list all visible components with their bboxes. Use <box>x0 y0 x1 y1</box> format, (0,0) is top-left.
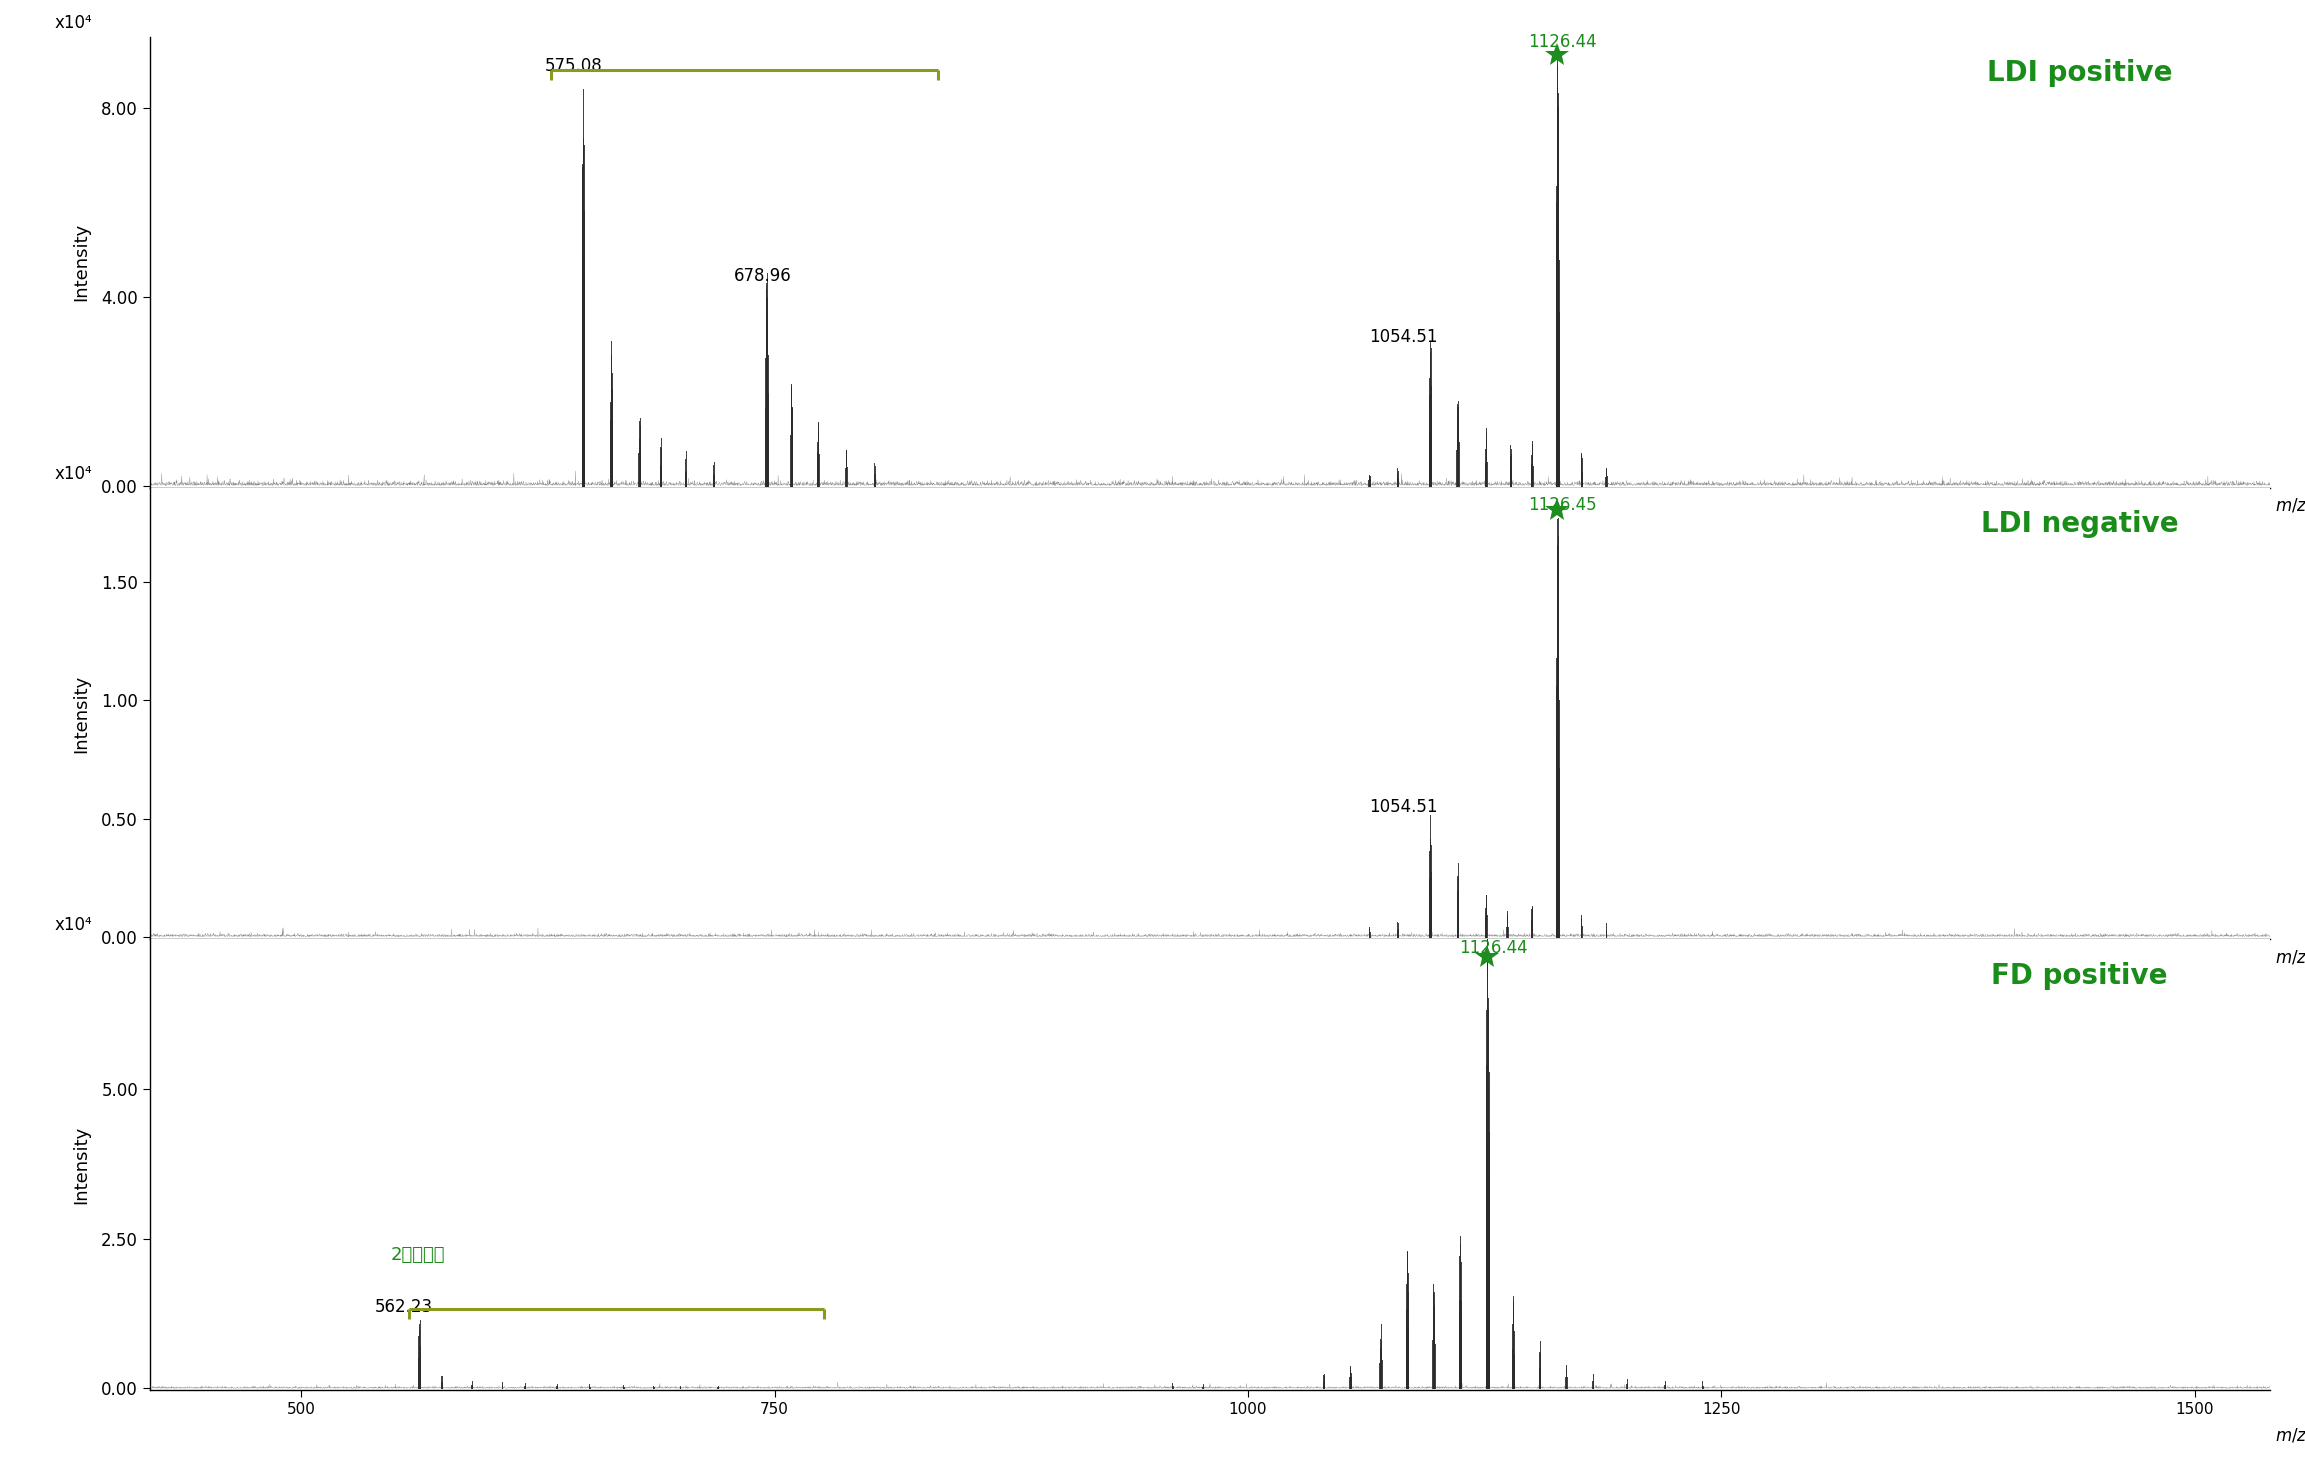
Text: 678.96: 678.96 <box>733 266 793 285</box>
Text: $m/z$: $m/z$ <box>2275 947 2305 966</box>
Y-axis label: Intensity: Intensity <box>71 674 90 753</box>
Text: x10⁴: x10⁴ <box>55 465 92 484</box>
Text: LDI positive: LDI positive <box>1987 59 2171 87</box>
Text: 1126.45: 1126.45 <box>1528 496 1597 513</box>
Text: 1126.44: 1126.44 <box>1459 938 1528 958</box>
Text: 1126.44: 1126.44 <box>1528 32 1597 51</box>
Text: 2価イオン: 2価イオン <box>390 1246 445 1264</box>
Text: 1054.51: 1054.51 <box>1369 799 1438 816</box>
Text: x10⁴: x10⁴ <box>55 15 92 32</box>
Text: LDI negative: LDI negative <box>1980 510 2178 538</box>
Text: FD positive: FD positive <box>1992 962 2167 990</box>
Text: 1054.51: 1054.51 <box>1369 328 1438 346</box>
Text: 575.08: 575.08 <box>546 56 604 75</box>
Text: x10⁴: x10⁴ <box>55 916 92 934</box>
Y-axis label: Intensity: Intensity <box>71 224 90 302</box>
Text: $m/z$: $m/z$ <box>2275 1427 2305 1445</box>
Text: $m/z$: $m/z$ <box>2275 497 2305 515</box>
Text: 562.23: 562.23 <box>376 1299 433 1317</box>
Y-axis label: Intensity: Intensity <box>71 1125 90 1203</box>
